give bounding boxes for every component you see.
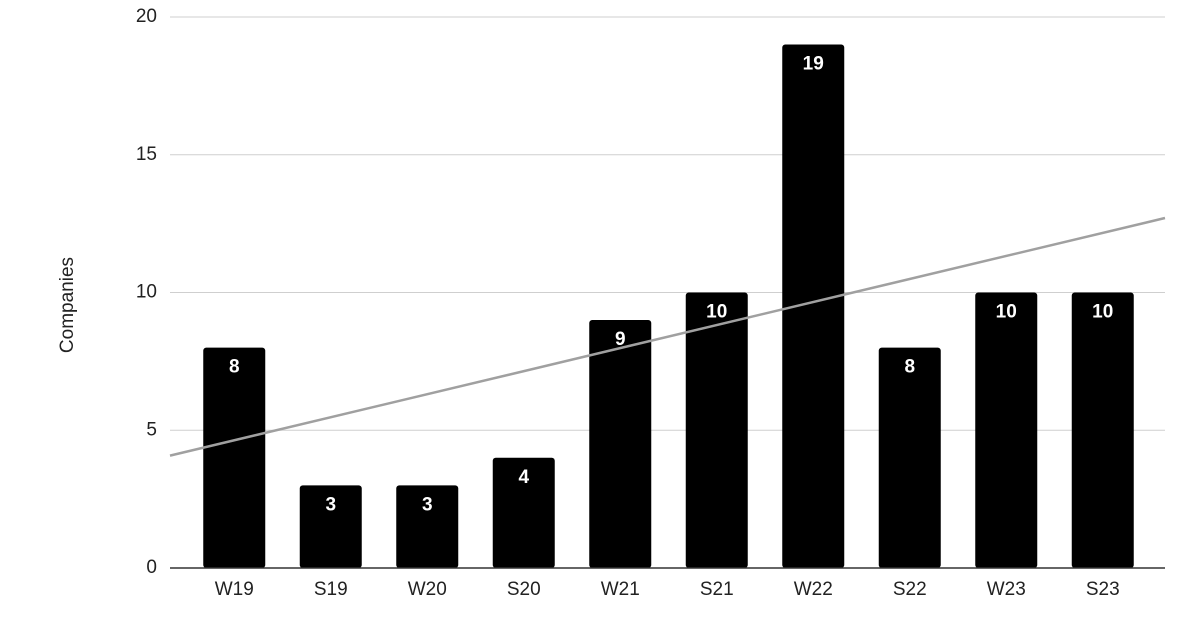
y-tick-label: 10 [136,282,157,303]
value-label: 3 [325,494,336,515]
value-label: 9 [615,329,626,350]
value-label: 8 [229,357,240,378]
bar [396,485,459,568]
bar [1071,292,1134,568]
x-tick-label: W19 [215,579,254,600]
x-tick-label: W21 [601,579,640,600]
x-tick-label: S23 [1086,579,1120,600]
bar [975,292,1038,568]
value-label: 8 [904,357,915,378]
y-tick-label: 20 [136,6,157,27]
x-tick-label: S21 [700,579,734,600]
y-tick-label: 15 [136,144,157,165]
y-tick-label: 0 [146,557,157,578]
value-label: 4 [518,467,529,488]
y-axis-label: Companies [57,257,78,353]
value-label: 10 [706,302,727,323]
value-label: 3 [422,494,433,515]
bar [782,44,845,569]
x-tick-label: W22 [794,579,833,600]
bar [299,485,362,568]
x-tick-label: S20 [507,579,541,600]
bar [685,292,748,568]
x-tick-label: S22 [893,579,927,600]
value-label: 10 [1092,302,1113,323]
bar [878,347,941,568]
value-label: 19 [803,54,824,75]
x-tick-label: W23 [987,579,1026,600]
bar [492,457,555,568]
bar [203,347,266,568]
trendline [169,216,1166,457]
y-tick-label: 5 [146,419,157,440]
x-tick-label: W20 [408,579,447,600]
value-label: 10 [996,302,1017,323]
bar [589,320,652,568]
x-tick-label: S19 [314,579,348,600]
